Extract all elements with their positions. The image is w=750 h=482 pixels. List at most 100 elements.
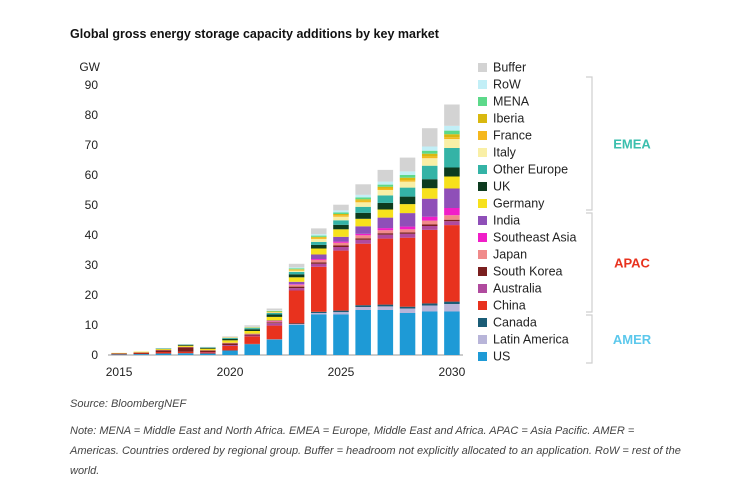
bars <box>111 104 460 355</box>
bar-segment-us <box>133 354 150 355</box>
bar-segment-japan <box>444 215 460 220</box>
bar-segment-china <box>377 238 394 305</box>
group-label: APAC <box>614 256 650 271</box>
bar-segment-south-korea <box>399 232 416 234</box>
bar-segment-us <box>266 340 283 355</box>
bar-segment-australia <box>377 234 394 239</box>
bar-segment-canada <box>444 301 460 304</box>
bar-segment-germany <box>355 218 371 227</box>
legend-swatch <box>478 335 487 344</box>
legend-item-other-europe: Other Europe <box>478 163 568 177</box>
bar-segment-other-europe <box>355 206 371 213</box>
bar-segment-uk <box>421 179 438 189</box>
bar-segment-south-korea <box>355 238 371 240</box>
bar-segment-france <box>377 188 394 190</box>
bar-segment-japan <box>399 229 416 233</box>
bar-segment-uk <box>200 347 216 349</box>
bar-segment-south-korea <box>177 347 194 352</box>
bar-segment-us <box>244 344 260 355</box>
bar-segment-australia <box>444 221 460 226</box>
bar-segment-mena <box>333 212 349 214</box>
bar-segment-uk <box>288 274 305 278</box>
bar-segment-japan <box>355 235 371 239</box>
bar-segment-other-europe <box>333 220 349 225</box>
bar-segment-australia <box>222 345 238 346</box>
bar-segment-india <box>266 320 283 322</box>
bar-segment-us <box>155 353 172 355</box>
bar-segment-row <box>421 146 438 151</box>
bar-segment-us <box>421 311 438 355</box>
bar-segment-iberia <box>311 236 327 238</box>
bar-segment-australia <box>266 323 283 326</box>
bar-segment-row <box>288 267 305 269</box>
bar-segment-china <box>355 243 371 306</box>
bar-segment-other-europe <box>200 347 216 348</box>
bar-stack-2026 <box>355 184 371 355</box>
bar-segment-uk <box>222 338 238 341</box>
legend-swatch <box>478 233 487 242</box>
bar-segment-china <box>222 346 238 351</box>
bar-segment-south-korea <box>444 219 460 222</box>
legend-item-mena: MENA <box>478 95 530 109</box>
bar-segment-india <box>311 254 327 259</box>
bar-segment-other-europe <box>244 328 260 330</box>
legend-item-southeast-asia: Southeast Asia <box>478 231 576 245</box>
bar-segment-latin-america <box>266 339 283 340</box>
bar-segment-row <box>333 210 349 213</box>
bar-stack-2030 <box>444 104 460 355</box>
bar-segment-canada <box>399 306 416 309</box>
legend-item-italy: Italy <box>478 146 517 160</box>
legend-swatch <box>478 284 487 293</box>
bar-segment-italy <box>311 238 327 242</box>
bar-segment-south-korea <box>333 245 349 247</box>
bar-segment-us <box>200 353 216 355</box>
bar-segment-other-europe <box>311 241 327 245</box>
legend-label: Germany <box>493 197 545 211</box>
bar-segment-italy <box>444 139 460 148</box>
bar-stack-2028 <box>399 157 416 355</box>
bar-segment-buffer <box>377 169 394 182</box>
bar-segment-south-korea <box>222 343 238 346</box>
bar-segment-uk <box>444 167 460 177</box>
bar-segment-southeast-asia <box>444 208 460 216</box>
legend-label: UK <box>493 180 511 194</box>
bar-stack-2023 <box>288 263 305 355</box>
bar-segment-france <box>266 311 283 313</box>
bar-segment-south-korea <box>288 286 305 289</box>
bar-segment-uk <box>177 344 194 346</box>
bar-segment-other-europe <box>266 313 283 315</box>
bar-segment-germany <box>266 316 283 321</box>
legend-swatch <box>478 318 487 327</box>
group-label: AMER <box>613 332 652 347</box>
legend-swatch <box>478 182 487 191</box>
bar-segment-france <box>288 269 305 271</box>
bar-segment-germany <box>311 248 327 255</box>
bar-segment-us <box>399 313 416 355</box>
bar-segment-iberia <box>444 134 460 138</box>
bar-segment-buffer <box>421 128 438 147</box>
bar-stack-2024 <box>311 228 327 355</box>
bar-segment-germany <box>222 340 238 343</box>
bar-segment-mena <box>266 310 283 312</box>
bar-segment-germany <box>421 188 438 199</box>
legend-swatch <box>478 301 487 310</box>
bar-segment-iberia <box>355 199 371 201</box>
legend-item-latin-america: Latin America <box>478 333 569 347</box>
footnote: Note: MENA = Middle East and North Afric… <box>70 425 681 477</box>
bar-segment-south-korea <box>266 322 283 324</box>
bar-segment-australia <box>355 239 371 244</box>
bar-segment-us <box>111 354 127 355</box>
bar-segment-japan <box>421 220 438 225</box>
legend-label: Latin America <box>493 333 569 347</box>
bar-stack-2019 <box>200 346 216 355</box>
x-tick-label: 2030 <box>439 365 466 379</box>
bar-segment-mena <box>399 175 416 178</box>
bar-segment-buffer <box>355 184 371 195</box>
group-amer: AMER <box>586 314 652 364</box>
bar-segment-china <box>421 229 438 304</box>
legend-item-japan: Japan <box>478 248 527 262</box>
group-emea: EMEA <box>586 76 651 211</box>
legend-label: Other Europe <box>493 163 568 177</box>
bar-segment-india <box>377 217 394 229</box>
